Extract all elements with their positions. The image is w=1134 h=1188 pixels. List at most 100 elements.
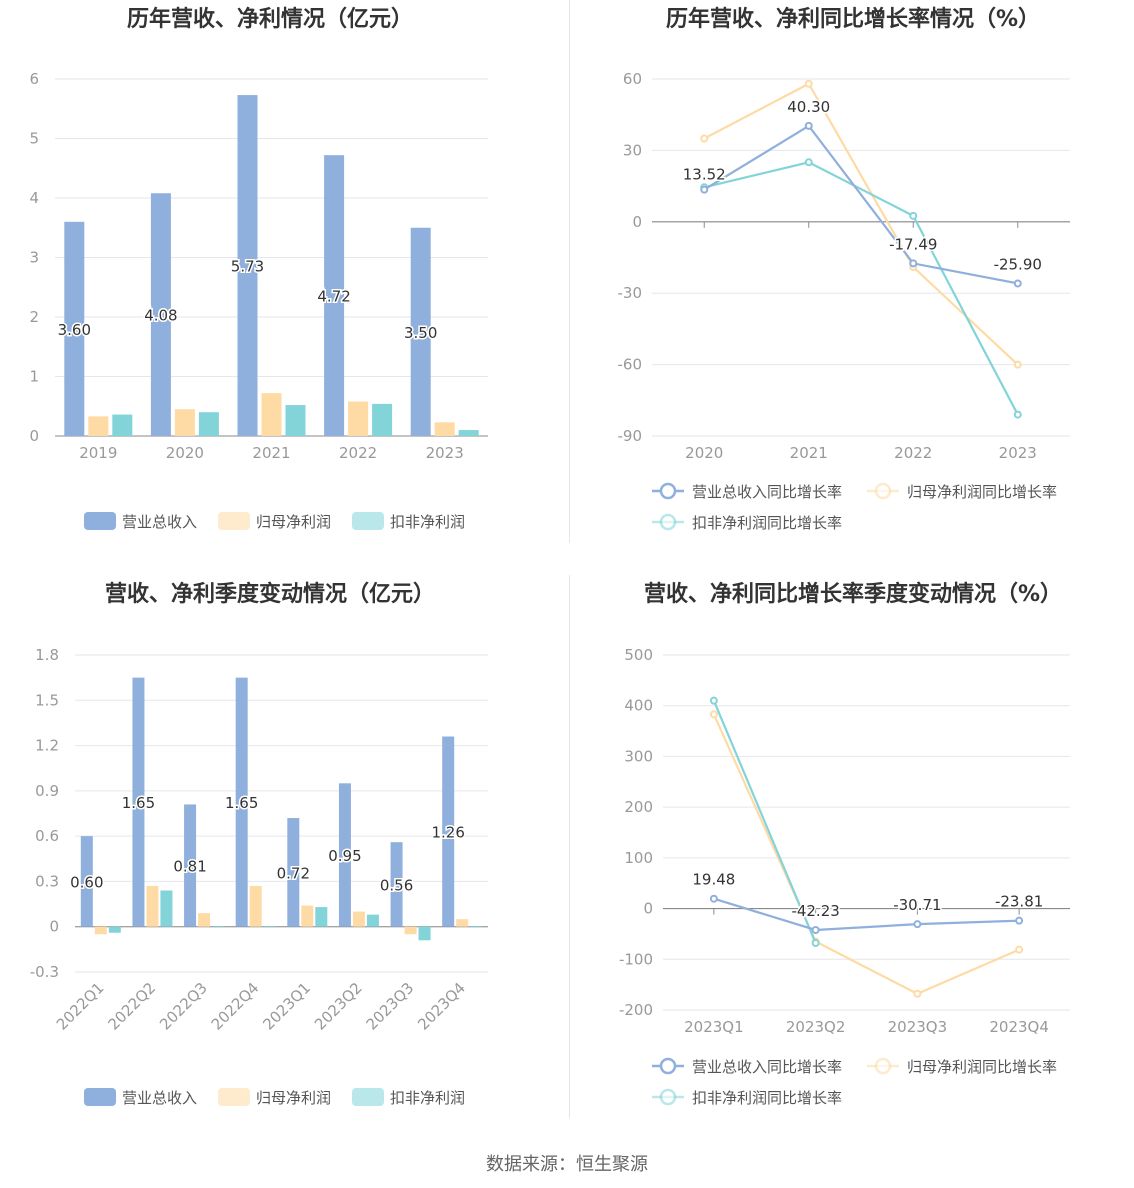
- legend-swatch: [352, 1088, 384, 1106]
- x-tick-label: 2022: [894, 444, 932, 462]
- y-tick-label: -0.3: [30, 963, 59, 981]
- legend-label: 营业总收入: [122, 1089, 197, 1107]
- x-tick-label: 2021: [790, 444, 828, 462]
- x-tick-label: 2023Q2: [786, 1018, 846, 1036]
- bar-deducted-profit: [212, 926, 225, 928]
- data-label: -25.90: [994, 255, 1042, 273]
- quarterly-bar-panel: 营收、净利季度变动情况（亿元） -0.3 0 0.3 0.6 0.9 1.2 1.5 1.8 20…: [0, 575, 567, 1150]
- x-tick-label: 2023: [426, 444, 464, 462]
- legend-swatch: [352, 512, 384, 530]
- y-tick-label: 500: [624, 646, 653, 664]
- bar-net-profit: [174, 409, 195, 436]
- y-tick-label: 30: [623, 141, 642, 159]
- legend-label: 扣非净利润同比增长率: [692, 514, 842, 532]
- bar-revenue: [235, 677, 248, 927]
- y-tick-label: 0.3: [35, 872, 59, 890]
- data-label: 0.95: [328, 847, 361, 865]
- data-label: -17.49: [889, 235, 937, 253]
- data-source: 数据来源：恒生聚源: [486, 1154, 648, 1175]
- x-tick-label: 2020: [166, 444, 204, 462]
- legend-label: 归母净利润同比增长率: [907, 1058, 1057, 1076]
- data-label: 1.26: [431, 824, 464, 842]
- bar-revenue: [150, 193, 171, 436]
- data-label: 1.65: [122, 794, 155, 812]
- x-tick-label: 2023Q1: [259, 979, 314, 1034]
- quarterly-growth-panel: 营收、净利同比增长率季度变动情况（%） -200 -100 0 100 200 300 400…: [567, 575, 1134, 1150]
- legend-swatch: [84, 1088, 116, 1106]
- line-net-profit-growth: [712, 713, 1020, 995]
- legend-marker: [659, 482, 677, 500]
- point-deducted-profit-growth: [709, 696, 718, 705]
- y-tick-label: -60: [618, 356, 643, 374]
- bar-net-profit: [352, 911, 365, 927]
- point-revenue-growth: [913, 920, 922, 929]
- bar-deducted-profit: [263, 926, 276, 928]
- y-tick-label: 0: [29, 427, 39, 445]
- bar-deducted-profit: [108, 926, 121, 933]
- chart-title: 历年营收、净利情况（亿元）: [127, 6, 413, 32]
- x-tick-label: 2022Q4: [208, 979, 263, 1034]
- legend-label: 扣非净利润同比增长率: [692, 1089, 842, 1107]
- data-label: 19.48: [692, 871, 735, 889]
- point-net-profit-growth: [804, 79, 813, 88]
- bar-revenue: [64, 221, 85, 436]
- y-tick-label: -30: [618, 284, 643, 302]
- bar-net-profit: [198, 913, 211, 927]
- point-net-profit-growth: [1013, 360, 1022, 369]
- annual-growth-panel: 历年营收、净利同比增长率情况（%） -90 -60 -30 0 30 60 2020 2021 2…: [567, 0, 1134, 575]
- y-tick-label: 4: [29, 189, 39, 207]
- panel-divider-bottom: [569, 575, 570, 1118]
- y-tick-label: 200: [624, 798, 653, 816]
- legend-label: 归母净利润: [256, 513, 331, 531]
- bar-revenue: [410, 227, 431, 436]
- x-tick-label: 2022Q2: [104, 979, 159, 1034]
- y-tick-label: 5: [29, 130, 39, 148]
- point-revenue-growth: [811, 925, 820, 934]
- legend-swatch: [218, 1088, 250, 1106]
- y-tick-label: -200: [619, 1001, 653, 1019]
- x-tick-label: 2019: [79, 444, 117, 462]
- bar-deducted-profit: [372, 403, 393, 436]
- data-label: 3.50: [404, 324, 437, 342]
- legend-marker: [874, 482, 892, 500]
- bar-net-profit: [94, 926, 107, 935]
- point-revenue-growth: [700, 185, 709, 194]
- bar-net-profit: [434, 422, 455, 436]
- x-tick-label: 2023: [999, 444, 1037, 462]
- annual-bar-panel: 历年营收、净利情况（亿元） 0 1 2 3 4 5 6 2019 3.60 2020 4.08 2021…: [0, 0, 567, 575]
- chart-title: 营收、净利季度变动情况（亿元）: [105, 581, 435, 607]
- data-label: 13.52: [683, 166, 726, 184]
- legend-label: 归母净利润同比增长率: [907, 483, 1057, 501]
- bar-deducted-profit: [198, 412, 219, 436]
- bar-net-profit: [146, 885, 159, 927]
- bar-deducted-profit: [112, 414, 133, 436]
- y-tick-label: 0: [632, 213, 642, 231]
- x-tick-label: 2022Q3: [156, 979, 211, 1034]
- bar-deducted-profit: [418, 926, 431, 941]
- panel-divider-top: [569, 0, 570, 543]
- point-net-profit-growth: [700, 134, 709, 143]
- data-label: 0.81: [173, 858, 206, 876]
- data-label: 0.56: [380, 876, 413, 894]
- data-label: -30.71: [893, 896, 941, 914]
- y-tick-label: 0: [49, 918, 59, 936]
- bar-deducted-profit: [366, 914, 379, 927]
- point-net-profit-growth: [1015, 945, 1024, 954]
- data-label: 4.72: [317, 288, 350, 306]
- data-label: 0.60: [70, 873, 103, 891]
- line-deducted-profit-growth: [712, 700, 817, 944]
- y-tick-label: 1.8: [35, 646, 59, 664]
- x-tick-label: 2023Q2: [311, 979, 366, 1034]
- x-tick-label: 2021: [252, 444, 290, 462]
- point-revenue-growth: [1013, 279, 1022, 288]
- point-deducted-profit-growth: [909, 211, 918, 220]
- legend-swatch: [84, 512, 116, 530]
- legend-marker: [874, 1057, 892, 1075]
- x-tick-label: 2023Q4: [414, 979, 469, 1034]
- legend-label: 扣非净利润: [390, 1089, 465, 1107]
- bar-revenue: [287, 818, 300, 927]
- line-net-profit-growth: [703, 82, 1019, 366]
- bar-deducted-profit: [315, 907, 328, 927]
- y-tick-label: 3: [29, 249, 39, 267]
- data-label: 40.30: [787, 98, 830, 116]
